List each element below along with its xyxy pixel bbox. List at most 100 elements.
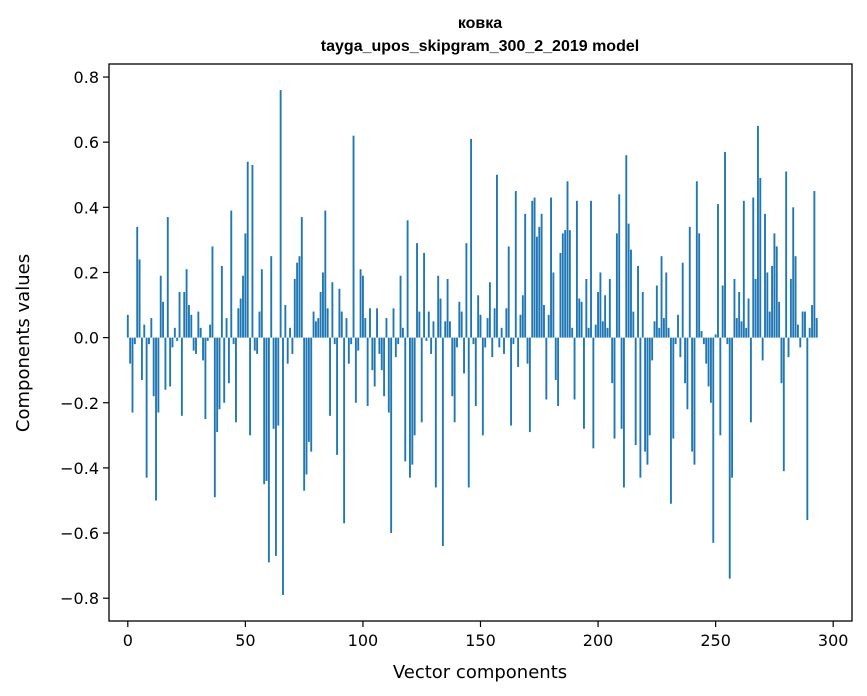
bar-269 (759, 178, 762, 338)
bar-127 (425, 337, 428, 341)
bar-74 (300, 217, 303, 338)
y-tick-label: 0.8 (74, 68, 99, 87)
bar-40 (220, 265, 223, 338)
bar-208 (615, 233, 618, 338)
bar-144 (465, 243, 468, 338)
bar-116 (399, 275, 402, 338)
bar-242 (695, 181, 698, 338)
bar-90 (338, 288, 341, 338)
bar-136 (446, 278, 449, 338)
bar-53 (251, 164, 254, 338)
bar-226 (658, 327, 661, 338)
bar-147 (472, 337, 475, 345)
bar-69 (289, 327, 291, 338)
bar-0 (126, 314, 129, 338)
bar-182 (554, 337, 557, 380)
bar-176 (540, 213, 543, 338)
bar-252 (719, 337, 722, 436)
bar-73 (298, 256, 301, 338)
bar-237 (684, 337, 686, 384)
bar-49 (242, 275, 244, 338)
bar-72 (296, 262, 299, 338)
y-tick-label: −0.6 (60, 524, 99, 543)
bar-115 (397, 337, 400, 345)
bar-179 (547, 314, 550, 338)
bar-108 (380, 337, 383, 371)
bar-131 (434, 337, 437, 488)
bar-101 (364, 318, 367, 338)
bar-197 (590, 200, 592, 338)
y-tick-label: −0.8 (60, 589, 99, 608)
chart-subtitle: tayga_upos_skipgram_300_2_2019 model (321, 38, 639, 55)
bar-151 (481, 337, 484, 436)
bar-241 (693, 337, 696, 465)
bar-7 (143, 324, 146, 338)
bar-26 (188, 305, 190, 338)
bar-10 (150, 318, 153, 338)
bar-87 (331, 282, 334, 338)
bar-112 (390, 337, 393, 534)
bar-212 (625, 155, 628, 338)
bar-216 (634, 337, 637, 446)
x-tick-label: 200 (583, 631, 614, 650)
bar-230 (667, 327, 670, 338)
bar-117 (401, 327, 404, 338)
bar-102 (366, 337, 369, 407)
bar-272 (766, 272, 769, 338)
bar-107 (378, 337, 381, 354)
bar-193 (580, 301, 583, 338)
bar-263 (745, 327, 748, 338)
x-tick-label: 150 (465, 631, 496, 650)
bar-9 (148, 337, 150, 345)
bar-184 (559, 252, 562, 338)
bar-47 (237, 308, 240, 338)
bar-211 (622, 337, 625, 488)
bar-1 (129, 337, 132, 364)
bar-173 (533, 197, 536, 338)
bar-154 (488, 282, 491, 338)
bar-95 (350, 337, 353, 345)
bar-61 (270, 256, 273, 338)
bar-284 (794, 256, 797, 338)
bar-194 (583, 337, 585, 429)
bar-71 (293, 278, 296, 338)
y-tick-label: −0.4 (60, 459, 99, 478)
bar-43 (227, 337, 230, 384)
bar-260 (738, 292, 741, 338)
bar-13 (157, 337, 160, 413)
bar-56 (258, 311, 261, 338)
bar-129 (430, 337, 433, 354)
bar-109 (383, 337, 386, 397)
bar-244 (700, 331, 703, 338)
bar-50 (244, 233, 247, 338)
bar-76 (305, 337, 308, 475)
bar-79 (312, 311, 315, 338)
bar-118 (404, 337, 407, 462)
bar-238 (686, 337, 689, 410)
plot-frame (108, 63, 853, 622)
bar-111 (387, 337, 390, 413)
bar-137 (448, 321, 451, 338)
bar-series (126, 90, 818, 595)
bar-278 (780, 337, 783, 384)
bar-258 (733, 278, 736, 338)
bar-121 (411, 337, 414, 465)
bar-219 (641, 292, 644, 338)
y-tick-label: 0.2 (74, 263, 99, 282)
bar-209 (618, 194, 621, 338)
bar-200 (597, 292, 599, 338)
chart-title: ковка (458, 15, 502, 32)
bar-161 (505, 308, 508, 338)
bar-46 (235, 337, 237, 423)
bar-2 (131, 337, 134, 413)
bar-98 (357, 337, 360, 351)
bar-44 (230, 210, 233, 338)
bar-266 (752, 197, 755, 338)
bar-202 (601, 321, 604, 338)
x-tick-label: 300 (818, 631, 849, 650)
bar-64 (277, 337, 280, 426)
bar-165 (514, 191, 517, 338)
bar-52 (249, 337, 252, 436)
bar-281 (787, 337, 790, 358)
